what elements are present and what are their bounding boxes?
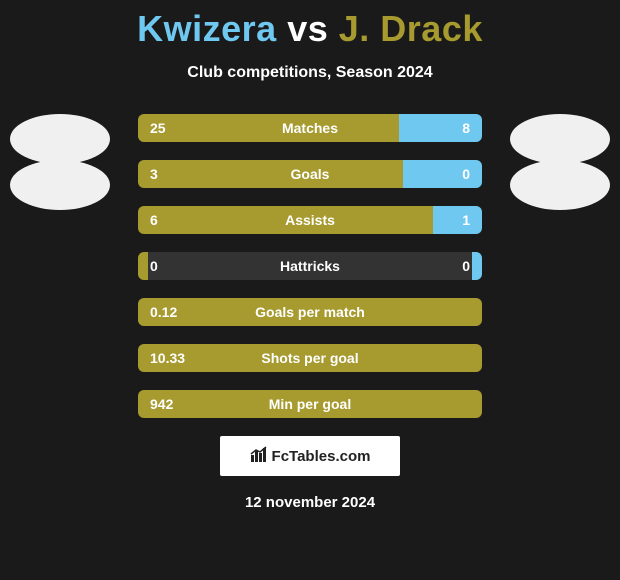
value-left: 6 [150, 206, 158, 234]
comparison-row: 10.33Shots per goal [138, 344, 482, 372]
title-player1: Kwizera [137, 8, 277, 49]
value-left: 0 [150, 252, 158, 280]
comparison-row: 0.12Goals per match [138, 298, 482, 326]
value-left: 0.12 [150, 298, 177, 326]
bar-track [138, 344, 482, 372]
comparison-row: 30Goals [138, 160, 482, 188]
subtitle: Club competitions, Season 2024 [0, 64, 620, 82]
bar-left [138, 160, 403, 188]
footer-date: 12 november 2024 [0, 494, 620, 511]
bar-left [138, 252, 148, 280]
comparison-row: 942Min per goal [138, 390, 482, 418]
title-player2: J. Drack [339, 8, 483, 49]
bar-track [138, 114, 482, 142]
comparison-row: 61Assists [138, 206, 482, 234]
bar-track [138, 298, 482, 326]
bar-track [138, 160, 482, 188]
value-left: 25 [150, 114, 166, 142]
bar-right [472, 252, 482, 280]
player2-team-avatar [510, 160, 610, 210]
comparison-row: 258Matches [138, 114, 482, 142]
chart-area: 258Matches30Goals61Assists00Hattricks0.1… [0, 114, 620, 418]
player1-team-avatar [10, 160, 110, 210]
value-left: 3 [150, 160, 158, 188]
bar-left [138, 298, 482, 326]
bar-left [138, 206, 433, 234]
page-title: Kwizera vs J. Drack [0, 0, 620, 50]
value-left: 10.33 [150, 344, 185, 372]
bar-track [138, 390, 482, 418]
comparison-row: 00Hattricks [138, 252, 482, 280]
value-right: 0 [462, 252, 470, 280]
bar-right [403, 160, 482, 188]
player1-avatar [10, 114, 110, 164]
player2-avatar [510, 114, 610, 164]
brand-text: FcTables.com [272, 448, 371, 465]
title-vs: vs [287, 8, 328, 49]
bar-left [138, 390, 482, 418]
value-right: 8 [462, 114, 470, 142]
comparison-rows: 258Matches30Goals61Assists00Hattricks0.1… [138, 114, 482, 418]
brand-icon [250, 445, 268, 467]
value-right: 0 [462, 160, 470, 188]
bar-left [138, 344, 482, 372]
bar-track [138, 206, 482, 234]
bar-track [138, 252, 482, 280]
brand-footer: FcTables.com [220, 436, 400, 476]
bar-right [433, 206, 482, 234]
value-right: 1 [462, 206, 470, 234]
bar-gap [148, 252, 471, 280]
value-left: 942 [150, 390, 173, 418]
bar-left [138, 114, 399, 142]
